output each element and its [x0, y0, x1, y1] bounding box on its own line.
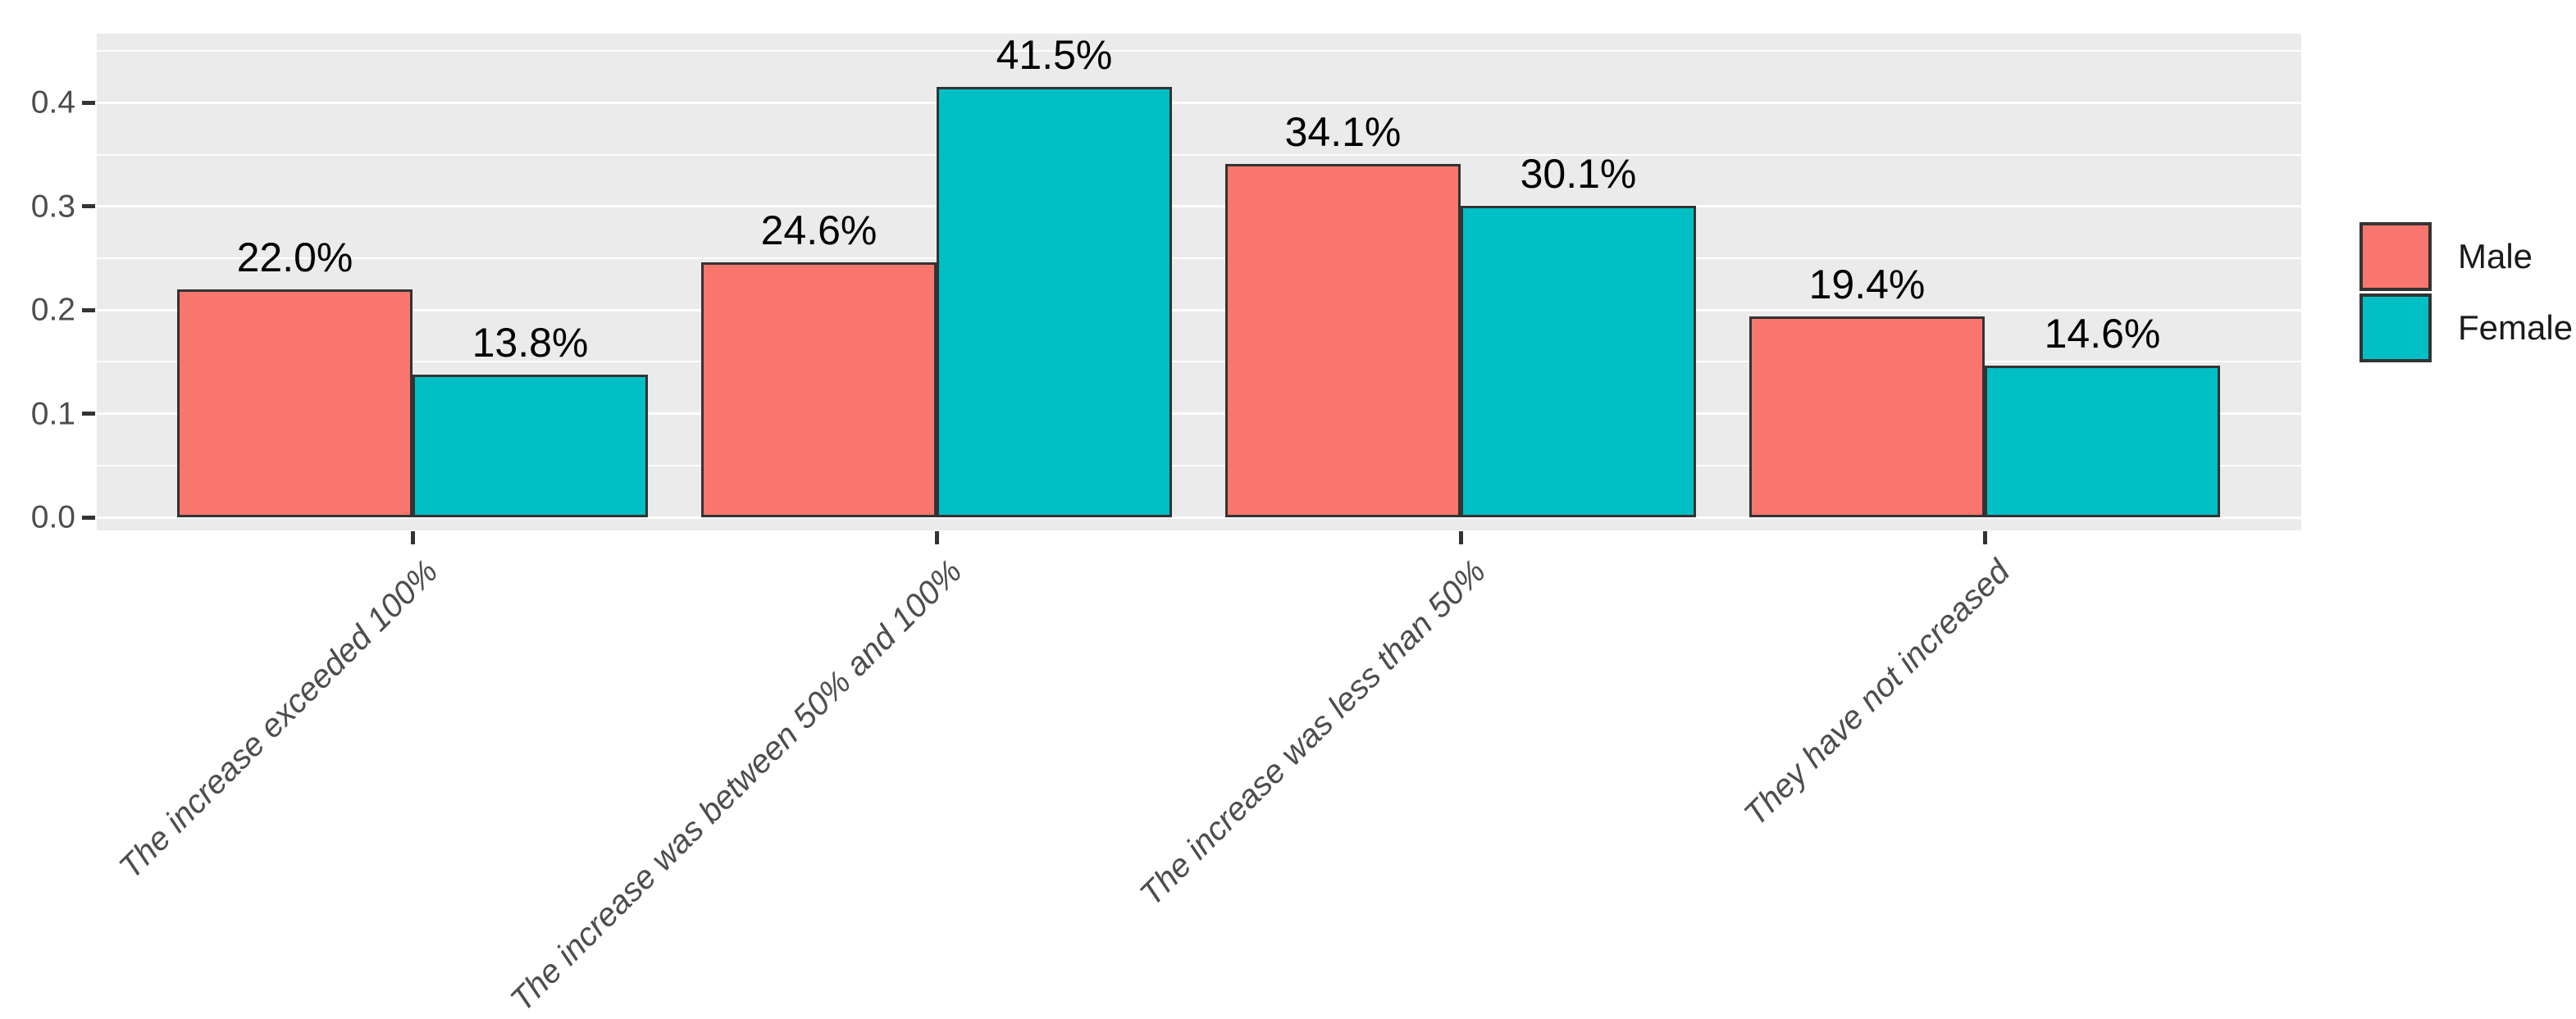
y-tick-label: 0.4	[30, 84, 75, 121]
x-category-label-3: They have not increased	[1737, 553, 2017, 833]
x-tick-mark	[1458, 531, 1463, 544]
bar-value-label: 13.8%	[472, 319, 589, 366]
bar-value-label: 24.6%	[760, 207, 878, 254]
legend-label: Male	[2458, 237, 2533, 275]
bar-male-2	[1225, 163, 1461, 517]
y-tick-mark	[82, 204, 95, 209]
major-gridline	[97, 101, 2301, 104]
major-gridline	[97, 516, 2301, 519]
bar-male-1	[701, 262, 937, 517]
y-tick-mark	[82, 515, 95, 520]
legend-key-swatch	[2359, 222, 2432, 291]
bar-male-3	[1749, 316, 1985, 517]
bar-value-label: 14.6%	[2044, 311, 2161, 357]
y-tick-mark	[82, 307, 95, 312]
y-tick-label: 0.2	[30, 292, 75, 328]
minor-gridline	[97, 153, 2301, 156]
x-tick-mark	[934, 531, 939, 544]
y-tick-mark	[82, 412, 95, 416]
y-tick-mark	[82, 100, 95, 105]
minor-gridline	[97, 257, 2301, 259]
bar-female-3	[1985, 366, 2220, 517]
legend-key-swatch	[2359, 293, 2432, 362]
minor-gridline	[97, 361, 2301, 363]
bar-value-label: 22.0%	[236, 234, 353, 280]
y-tick-label: 0.1	[30, 396, 75, 432]
bar-value-label: 19.4%	[1808, 261, 1926, 307]
major-gridline	[97, 412, 2301, 416]
y-tick-label: 0.3	[30, 189, 75, 225]
x-tick-mark	[1982, 531, 1987, 544]
bar-value-label: 30.1%	[1520, 150, 1637, 197]
legend: Male Female	[2359, 222, 2573, 362]
bar-female-1	[937, 87, 1172, 517]
bar-male-0	[177, 289, 413, 517]
bar-value-label: 34.1%	[1284, 108, 1402, 155]
minor-gridline	[97, 50, 2301, 52]
bar-female-2	[1461, 205, 1696, 517]
minor-gridline	[97, 464, 2301, 466]
y-tick-label: 0.0	[30, 499, 75, 535]
bar-female-0	[413, 374, 648, 517]
x-category-label-1: The increase was between 50% and 100%	[503, 553, 969, 1019]
major-gridline	[97, 308, 2301, 312]
legend-entry-female: Female	[2359, 293, 2573, 362]
x-category-label-2: The increase was less than 50%	[1133, 553, 1493, 913]
x-category-label-0: The increase exceeded 100%	[112, 553, 445, 886]
x-tick-mark	[410, 531, 415, 544]
legend-entry-male: Male	[2359, 222, 2573, 291]
legend-label: Female	[2458, 308, 2574, 347]
bar-value-label: 41.5%	[996, 32, 1113, 79]
major-gridline	[97, 205, 2301, 208]
plot-panel: 22.0% 13.8% 24.6% 41.5% 34.1% 30.1% 19.4% 14.6%	[97, 34, 2301, 530]
